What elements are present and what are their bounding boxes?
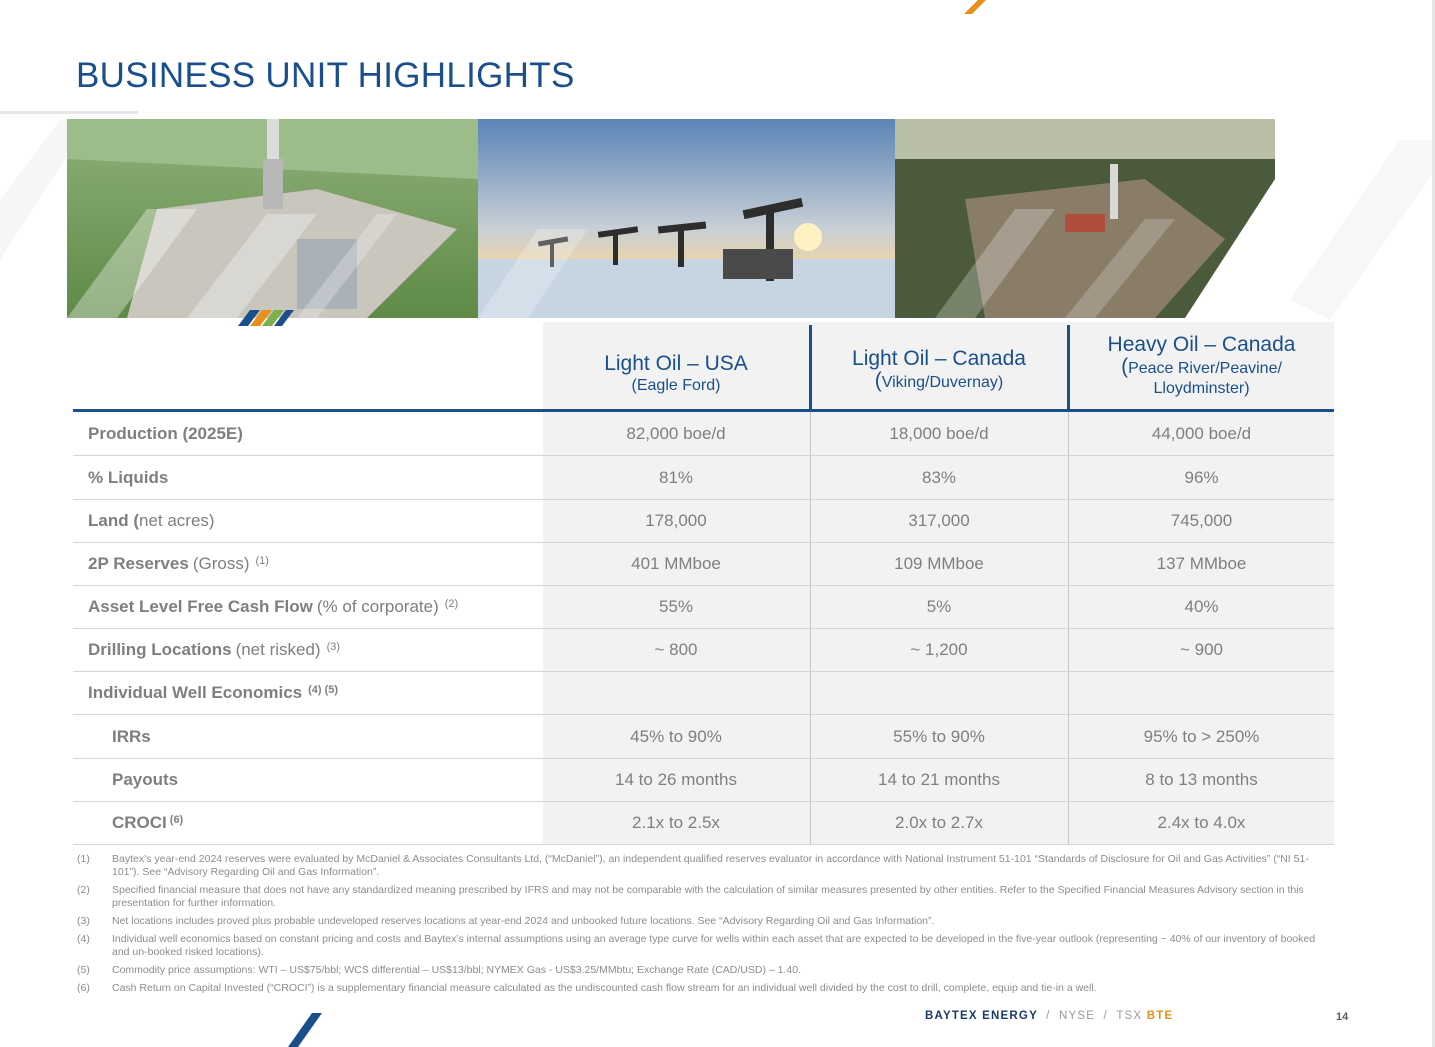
- row-label: Production (2025E): [88, 423, 243, 443]
- table-cell: 82,000 boe/d: [626, 423, 726, 443]
- row-label: IRRs: [112, 726, 151, 746]
- table-cell: ~ 800: [654, 639, 698, 659]
- table-cell: 45% to 90%: [630, 726, 722, 746]
- column-header-light-oil-usa: Light Oil – USA (Eagle Ford): [604, 352, 748, 394]
- row-label: Payouts: [112, 769, 179, 789]
- table-cell: 44,000 boe/d: [1151, 423, 1252, 443]
- table-cell: 109 MMboe: [894, 553, 984, 573]
- column-header-light-oil-canada: Light Oil – Canada (Viking/Duvernay): [852, 347, 1026, 392]
- row-label-detail: (% of corporate): [316, 596, 439, 616]
- footnote-ref: (2): [444, 597, 459, 610]
- row-label: Asset Level Free Cash Flow: [88, 596, 313, 616]
- table-cell: 18,000 boe/d: [889, 423, 989, 443]
- table-row-irrs: IRRs 45% to 90% 55% to 90% 95% to > 250%: [73, 715, 1334, 759]
- row-label: CROCI: [112, 812, 167, 832]
- row-label: Drilling Locations: [88, 639, 232, 659]
- table-cell: 137 MMboe: [1156, 553, 1247, 573]
- footer-separator: /: [1103, 1010, 1108, 1022]
- table-cell: 14 to 26 months: [615, 769, 737, 789]
- table-cell: 5%: [926, 596, 952, 616]
- footnotes: (1) Baytex’s year-end 2024 reserves were …: [77, 853, 1332, 1000]
- footer-separator: /: [1046, 1010, 1051, 1022]
- row-label: % Liquids: [88, 467, 169, 487]
- footnote-ref: (4) (5): [308, 683, 339, 696]
- ticker-symbol: BTE: [1146, 1010, 1174, 1022]
- table-cell: 317,000: [908, 510, 970, 530]
- footnote-ref: (1): [255, 554, 269, 567]
- footnote: (4) Individual well economics based on co…: [77, 933, 1316, 958]
- table-cell: 95% to > 250%: [1143, 726, 1260, 746]
- table-cell: 8 to 13 months: [1145, 769, 1258, 789]
- row-label-detail: (net risked): [235, 639, 321, 659]
- footnote-ref: (3): [326, 640, 341, 653]
- bottom-accent-slash: [288, 1013, 322, 1047]
- table-cell: 40%: [1184, 596, 1219, 616]
- header-divider: [809, 325, 812, 411]
- table-cell: 178,000: [645, 510, 707, 530]
- table-cell: 14 to 21 months: [878, 769, 1000, 789]
- footnote-ref: (6): [169, 813, 184, 826]
- table-cell: 55%: [658, 596, 694, 616]
- brand-stripe-logo-mark: [238, 310, 294, 326]
- pumpjacks-sunset-photo: [478, 119, 895, 318]
- table-row-land: Land (net acres) 178,000 317,000 745,000: [73, 499, 1334, 543]
- row-label-detail: net acres): [139, 510, 215, 530]
- table-row-reserves: 2P Reserves (Gross) (1) 401 MMboe 109 MMbo…: [73, 542, 1334, 586]
- table-row-croci: CROCI (6) 2.1x to 2.5x 2.0x to 2.7x 2.4x …: [73, 801, 1334, 845]
- table-cell: 2.1x to 2.5x: [632, 812, 720, 832]
- table-cell: 401 MMboe: [631, 553, 721, 573]
- table-row-production: Production (2025E) 82,000 boe/d 18,000 b…: [73, 412, 1334, 456]
- table-row-liquids: % Liquids 81% 83% 96%: [73, 456, 1334, 500]
- table-row-free-cash-flow: Asset Level Free Cash Flow (% of corporat…: [73, 585, 1334, 629]
- table-cell: 81%: [658, 467, 694, 487]
- table-cell: 2.4x to 4.0x: [1157, 812, 1246, 832]
- column-header-heavy-oil-canada: Heavy Oil – Canada (Peace River/Peavine/…: [1107, 333, 1296, 397]
- top-accent-slash: [964, 0, 986, 14]
- exchange-nyse: NYSE: [1058, 1010, 1096, 1022]
- row-label-detail: (Gross): [192, 553, 250, 573]
- title-underline: [0, 111, 138, 114]
- drilling-rig-aerial-photo: [67, 119, 478, 318]
- header-divider: [1067, 325, 1070, 411]
- table-row-payouts: Payouts 14 to 26 months 14 to 21 months …: [73, 758, 1334, 802]
- table-cell: 96%: [1184, 467, 1219, 487]
- footnote: (3) Net locations includes proved plus pr…: [77, 915, 935, 927]
- table-cell: 83%: [921, 467, 957, 487]
- table-row-well-economics: Individual Well Economics (4) (5): [73, 671, 1334, 715]
- table-row-drilling-locations: Drilling Locations (net risked) (3) ~ 800 …: [73, 628, 1334, 672]
- table-cell: 55% to 90%: [893, 726, 985, 746]
- page-title: BUSINESS UNIT HIGHLIGHTS: [76, 56, 575, 95]
- footnote: (2) Specified financial measure that does…: [77, 884, 1304, 909]
- footnote: (6) Cash Return on Capital Invested (“CRO…: [77, 982, 1097, 994]
- row-label: 2P Reserves: [88, 553, 189, 573]
- row-label: Individual Well Economics: [88, 682, 303, 702]
- row-label: Land (: [88, 510, 139, 530]
- exchange-tsx: TSX: [1116, 1010, 1143, 1022]
- table-cell: 2.0x to 2.7x: [895, 812, 983, 832]
- table-cell: 745,000: [1170, 510, 1233, 530]
- footnote: (1) Baytex’s year-end 2024 reserves were …: [77, 853, 1309, 878]
- company-name: BAYTEX ENERGY: [925, 1010, 1038, 1022]
- table-cell: ~ 900: [1179, 639, 1223, 659]
- header-rule: [73, 409, 1334, 412]
- table-cell: ~ 1,200: [910, 639, 968, 659]
- footer-brand: BAYTEX ENERGY / NYSE / TSX BTE: [925, 1010, 1173, 1022]
- page-number: 14: [1336, 1011, 1349, 1023]
- forest-drill-site-photo: [895, 119, 1275, 318]
- footnote: (5) Commodity price assumptions: WTI – US…: [77, 964, 802, 976]
